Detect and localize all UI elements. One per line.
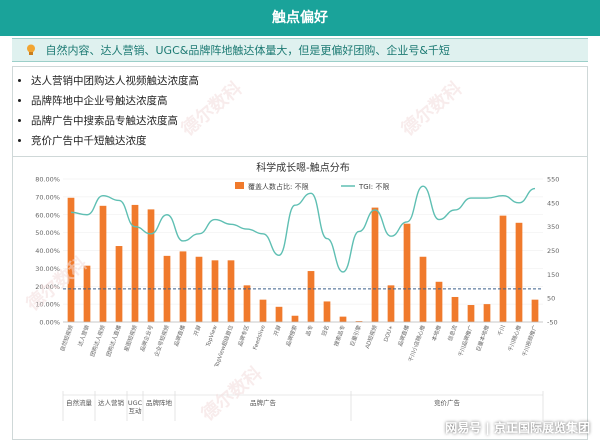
x-category-label: 品牌企业号 <box>138 323 155 352</box>
x-category-label: 千川品牌推广 <box>456 323 475 357</box>
x-category-label: 团购达人直播 <box>104 323 123 357</box>
bar-coverage <box>292 316 299 322</box>
insight-item: 品牌阵地中企业号触达浓度高 <box>31 91 587 111</box>
x-category-label: 开屏 <box>193 324 204 337</box>
x-category-label: 品专 <box>304 323 315 337</box>
bar-coverage <box>100 206 107 322</box>
y-left-tick-label: 70.00% <box>35 193 60 201</box>
x-category-label: 千川 <box>496 324 507 337</box>
y-right-tick-label: 350 <box>547 223 559 231</box>
bar-coverage <box>516 223 523 322</box>
bar-coverage <box>388 285 395 322</box>
insight-item: 竞价广告中千短触达浓度 <box>31 131 587 151</box>
x-category-label: 企业号短视频 <box>152 323 171 357</box>
bar-coverage <box>260 300 267 322</box>
group-label: 互动 <box>129 407 143 415</box>
bar-coverage <box>340 317 347 322</box>
bar-coverage <box>436 282 443 322</box>
bar-coverage <box>228 260 235 322</box>
x-category-label: 搜索品专 <box>332 323 347 347</box>
bar-coverage <box>500 216 507 322</box>
legend-swatch-coverage <box>235 182 244 189</box>
y-left-tick-label: 40.00% <box>35 247 60 255</box>
x-category-label: 千川视频推广 <box>520 323 539 357</box>
x-category-label: 达人营销 <box>76 323 91 347</box>
group-label: 自然流量 <box>66 398 93 407</box>
y-right-tick-label: 250 <box>547 247 559 255</box>
y-left-tick-label: 80.00% <box>35 176 60 184</box>
bar-coverage <box>484 304 491 322</box>
x-category-label: 千川随心推 <box>506 323 523 352</box>
bar-coverage <box>452 297 459 322</box>
footer-source: 网易号 | 京正国际展览集团 <box>445 419 590 436</box>
legend-label-tgi: TGI: 不限 <box>358 182 389 191</box>
bar-coverage <box>212 260 219 322</box>
insight-list: 达人营销中团购达人视频触达浓度高 品牌阵地中企业号触达浓度高 品牌广告中搜索品专… <box>12 66 588 156</box>
lightbulb-icon <box>26 44 36 56</box>
group-label: 品牌广告 <box>250 398 277 407</box>
x-category-label: 品牌搜索 <box>284 323 299 347</box>
bar-coverage <box>372 208 379 322</box>
x-category-label: 品牌直播 <box>172 323 187 347</box>
bar-coverage <box>276 307 283 322</box>
x-category-label: 本地推 <box>430 323 443 342</box>
x-category-label: 冠名 <box>320 324 331 337</box>
x-category-label: AD短视频 <box>363 323 379 349</box>
bar-coverage <box>532 300 539 322</box>
group-label: 品牌阵地 <box>146 398 173 407</box>
group-label: 达人营销 <box>98 398 125 407</box>
tgi-line <box>71 186 535 272</box>
y-left-tick-label: 50.00% <box>35 229 60 237</box>
bar-coverage <box>308 271 315 322</box>
bar-coverage <box>244 285 251 322</box>
subtitle-banner: 自然内容、达人营销、UGC&品牌阵地触达体量大，但是更偏好团购、企业号&千短 <box>12 38 588 62</box>
x-category-label: 品牌专区 <box>236 323 251 347</box>
bar-coverage <box>180 251 187 322</box>
x-category-label: TopView <box>205 324 219 348</box>
x-category-label: 品牌直播 <box>396 323 411 347</box>
legend-label-coverage: 覆盖人数占比: 不限 <box>248 182 309 191</box>
x-category-label: 星图短视频 <box>122 323 139 352</box>
group-label: 竞价广告 <box>434 398 461 407</box>
y-right-tick-label: 50 <box>547 295 555 303</box>
x-category-label: 开屏 <box>273 324 284 337</box>
y-left-tick-label: 0.00% <box>39 319 60 327</box>
page-title: 触点偏好 <box>0 0 600 36</box>
bar-coverage <box>132 205 139 322</box>
bar-coverage <box>116 246 123 322</box>
y-right-tick-label: 150 <box>547 271 559 279</box>
bar-coverage <box>468 305 475 322</box>
group-label: UGC <box>128 399 143 407</box>
subtitle-text: 自然内容、达人营销、UGC&品牌阵地触达体量大，但是更偏好团购、企业号&千短 <box>46 44 450 57</box>
insight-item: 达人营销中团购达人视频触达浓度高 <box>31 71 587 91</box>
y-right-tick-label: -50 <box>547 319 558 327</box>
bar-coverage <box>148 209 155 322</box>
bar-coverage <box>404 224 411 322</box>
x-category-label: 团购达人视频 <box>88 323 107 357</box>
y-left-tick-label: 60.00% <box>35 211 60 219</box>
x-category-label: DOU+ <box>383 324 395 343</box>
x-category-label: 信息流 <box>446 323 459 342</box>
x-category-label: 自然短视频 <box>58 323 75 352</box>
x-category-label: 巨量引擎 <box>348 323 363 347</box>
y-right-tick-label: 450 <box>547 199 559 207</box>
x-category-label: 巨量本地推 <box>474 323 491 352</box>
y-right-tick-label: 550 <box>547 176 559 184</box>
chart-title: 科学成长嗯-触点分布 <box>256 161 350 174</box>
insight-item: 品牌广告中搜索品专触达浓度高 <box>31 111 587 131</box>
x-category-label: Feedslive <box>252 324 267 351</box>
bar-coverage <box>324 301 331 322</box>
